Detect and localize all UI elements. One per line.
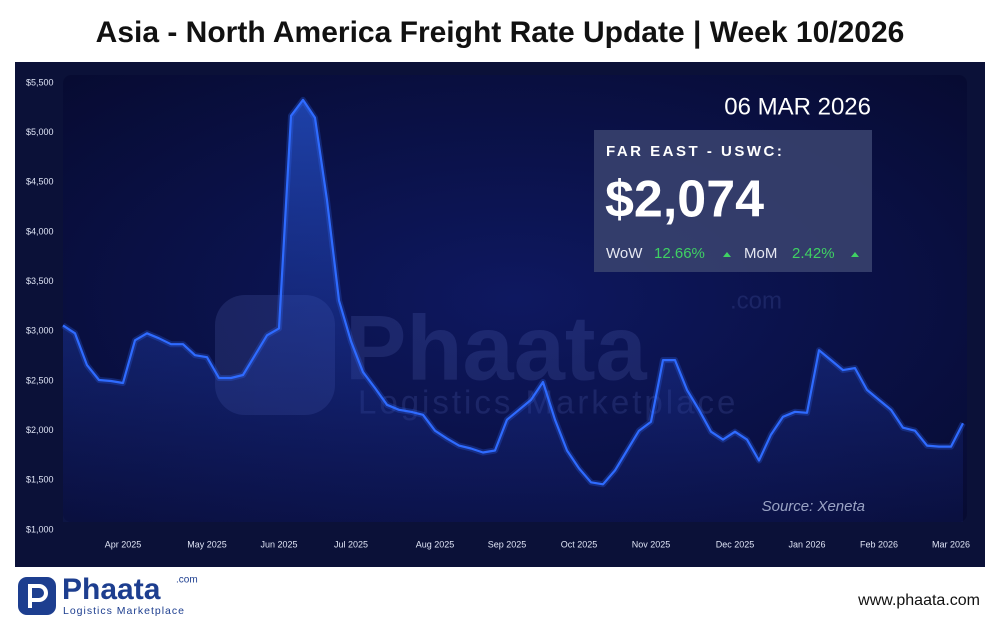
y-tick-label: $4,500 (26, 177, 54, 187)
y-tick-label: $5,000 (26, 127, 54, 137)
title: Asia - North America Freight Rate Update… (96, 16, 905, 49)
y-tick-label: $1,500 (26, 475, 54, 485)
line (62, 98, 964, 486)
y-tick-label: $2,000 (26, 425, 54, 435)
x-tick-label: Jun 2025 (260, 539, 297, 549)
x-tick-label: Apr 2025 (105, 539, 142, 549)
y-tick-label: $4,000 (26, 226, 54, 236)
x-tick-label: Jul 2025 (334, 539, 368, 549)
plot: $1,000 $1,500 $2,000 $2,500 $3,000 $3,500 $4,0… (26, 77, 970, 549)
website: www.phaata.com (857, 592, 980, 609)
watermark-domain: .com (730, 287, 782, 314)
mom-arrow (851, 252, 859, 257)
callout-rate: $2,074 (605, 171, 764, 229)
logo-glyph (28, 584, 48, 608)
callout-route: FAR EAST - USWC: (606, 143, 784, 160)
source: Source: Xeneta (762, 498, 865, 515)
x-tick-label: Feb 2026 (860, 539, 898, 549)
x-tick-label: Sep 2025 (488, 539, 527, 549)
y-tick-label: $3,500 (26, 276, 54, 286)
wow-label: WoW (606, 245, 643, 262)
logo-name: Phaata (62, 573, 161, 606)
logo-icon (18, 577, 56, 615)
x-tick-label: Mar 2026 (932, 539, 970, 549)
y-tick-label: $5,500 (26, 77, 54, 87)
mom-label: MoM (744, 245, 777, 262)
x-tick-label: Dec 2025 (716, 539, 755, 549)
watermark-name: Phaata (345, 297, 648, 399)
y-tick-label: $3,000 (26, 326, 54, 336)
mom-value: 2.42% (792, 245, 835, 262)
x-tick-label: Oct 2025 (561, 539, 598, 549)
logo-domain: .com (176, 575, 198, 586)
logo-tagline: Logistics Marketplace (63, 605, 185, 617)
callout-card (594, 130, 872, 272)
x-tick-label: Jan 2026 (788, 539, 825, 549)
wow-value: 12.66% (654, 245, 705, 262)
y-tick-label: $2,500 (26, 375, 54, 385)
x-tick-label: May 2025 (187, 539, 227, 549)
x-tick-label: Nov 2025 (632, 539, 671, 549)
footer-logo: Phaata .com Logistics Marketplace (18, 573, 198, 617)
wow-arrow (723, 252, 731, 257)
y-tick-label: $1,000 (26, 524, 54, 534)
area (63, 99, 963, 523)
callout-date: 06 MAR 2026 (724, 93, 871, 120)
x-tick-label: Aug 2025 (416, 539, 455, 549)
